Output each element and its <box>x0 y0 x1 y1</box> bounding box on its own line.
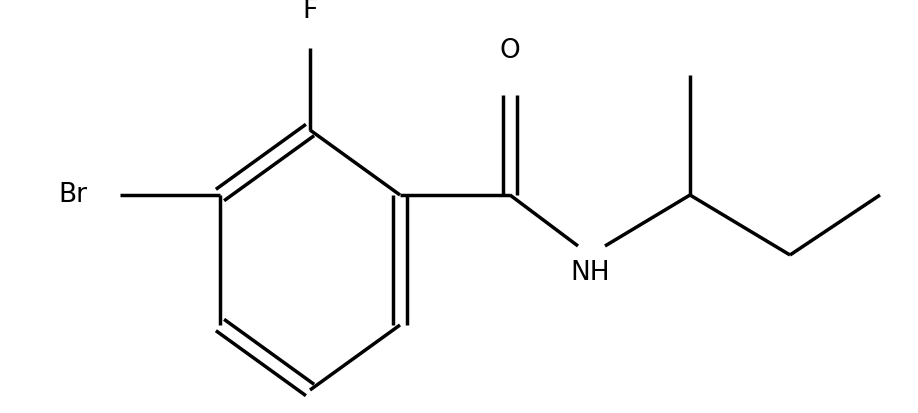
Text: F: F <box>302 0 318 24</box>
Text: O: O <box>499 38 521 64</box>
Text: Br: Br <box>58 182 87 208</box>
Text: NH: NH <box>570 260 610 286</box>
